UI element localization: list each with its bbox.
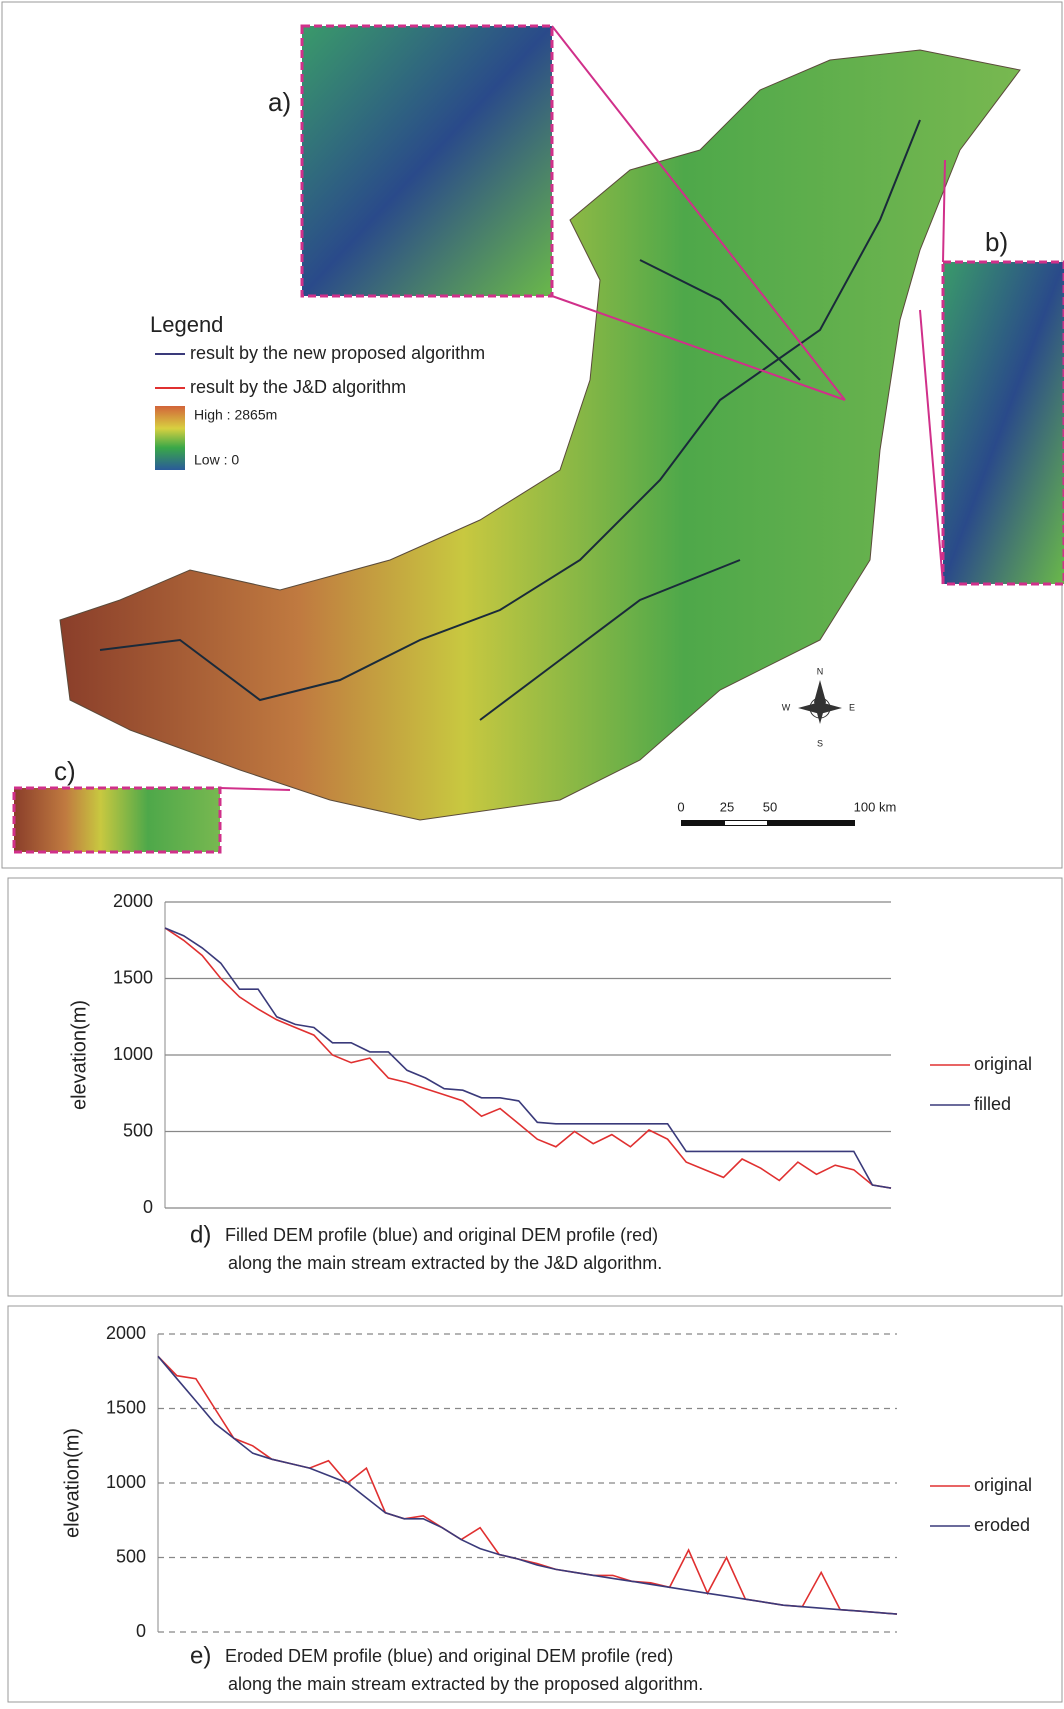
scale-label: 100 km: [854, 799, 897, 814]
panel-frame: [7, 1305, 1063, 1703]
y-tick-label: 1000: [113, 1044, 153, 1064]
compass-label: W: [782, 702, 791, 712]
compass-label: N: [817, 666, 824, 676]
colorbar-label: High : 2865m: [194, 407, 277, 423]
map-panel: a) b) c) Legend result by the new propos…: [1, 1, 1064, 869]
scale-bar: 0 25 50 100 km: [677, 799, 896, 826]
chart-panel: 0 500 1000 1500 2000 elevation(m) original fill…: [7, 877, 1063, 1297]
basin-map: [59, 49, 1021, 821]
panel-frame: [7, 877, 1063, 1297]
caption-line: along the main stream extracted by the p…: [228, 1674, 703, 1694]
series-line: [157, 1355, 898, 1615]
scale-label: 0: [677, 799, 684, 814]
caption-label: e): [190, 1642, 211, 1669]
scale-label: 25: [720, 799, 734, 814]
inset-connector: [219, 25, 946, 791]
compass-label: E: [849, 702, 855, 712]
inset-label: c): [54, 756, 76, 786]
y-tick-label: 1500: [106, 1397, 146, 1417]
legend-item: result by the new proposed algorithm: [190, 343, 485, 363]
series-line: [164, 927, 892, 1189]
caption-line: Eroded DEM profile (blue) and original D…: [225, 1646, 673, 1666]
caption-line: along the main stream extracted by the J…: [228, 1253, 662, 1273]
compass-label: S: [817, 738, 823, 748]
inset-box: [300, 24, 554, 298]
caption-line: Filled DEM profile (blue) and original D…: [225, 1225, 658, 1245]
legend-label: original: [974, 1475, 1032, 1495]
scale-label: 50: [763, 799, 777, 814]
y-axis-label: elevation(m): [68, 1000, 90, 1110]
series-line: [164, 927, 892, 1189]
colorbar-label: Low : 0: [194, 452, 239, 468]
y-tick-label: 1500: [113, 967, 153, 987]
y-axis-label: elevation(m): [61, 1428, 83, 1538]
legend-title: Legend: [150, 312, 223, 337]
y-tick-label: 2000: [106, 1323, 146, 1343]
y-tick-label: 1000: [106, 1472, 146, 1492]
y-tick-label: 500: [123, 1120, 153, 1140]
y-tick-label: 2000: [113, 891, 153, 911]
chart-panel: 0 500 1000 1500 2000 elevation(m) original erod…: [7, 1305, 1063, 1703]
legend-label: filled: [974, 1094, 1011, 1114]
inset-box: [12, 786, 222, 854]
legend-label: eroded: [974, 1515, 1030, 1535]
inset-box: [941, 260, 1064, 586]
y-tick-label: 0: [143, 1197, 153, 1217]
inset-label: a): [268, 87, 291, 117]
y-tick-label: 500: [116, 1546, 146, 1566]
legend-item: result by the J&D algorithm: [190, 377, 406, 397]
compass: N S E W: [782, 666, 855, 748]
elevation-colorbar: [155, 406, 185, 470]
y-tick-label: 0: [136, 1621, 146, 1641]
legend-label: original: [974, 1054, 1032, 1074]
inset-label: b): [985, 227, 1008, 257]
series-line: [157, 1355, 898, 1615]
stream-network: [99, 119, 921, 721]
caption-label: d): [190, 1221, 211, 1248]
